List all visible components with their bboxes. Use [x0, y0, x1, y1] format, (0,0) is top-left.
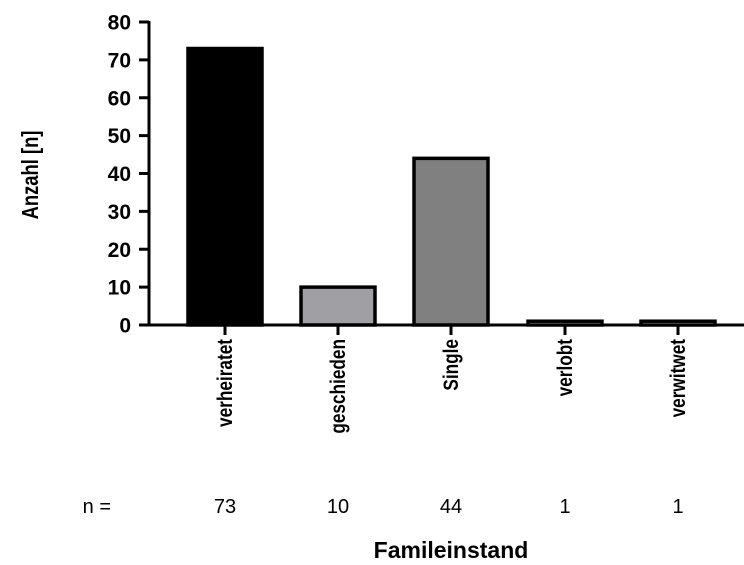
x-axis-ticks — [223, 325, 680, 335]
n-value: 1 — [559, 496, 570, 518]
n-row: n = 73 10 44 1 1 — [83, 496, 684, 518]
bars — [186, 46, 717, 327]
y-tick-label: 10 — [108, 277, 131, 300]
category-label: Single — [441, 339, 464, 391]
y-tick-label: 20 — [108, 239, 131, 262]
bar-verheiratet — [186, 46, 264, 327]
n-value: 73 — [214, 496, 236, 518]
n-value: 10 — [327, 496, 349, 518]
n-value: 1 — [672, 496, 683, 518]
y-axis-title: Anzahl [n] — [18, 131, 43, 220]
y-tick-label: 0 — [119, 315, 131, 338]
n-value: 44 — [440, 496, 462, 518]
y-tick-label: 80 — [108, 12, 131, 35]
y-axis-ticks: 0 10 20 30 40 50 60 70 80 — [108, 12, 149, 338]
y-tick-label: 70 — [108, 49, 131, 72]
y-tick-label: 60 — [108, 87, 131, 110]
y-tick-label: 40 — [108, 163, 131, 186]
bar-Single — [412, 156, 490, 327]
y-tick-label: 50 — [108, 125, 131, 148]
category-label: verlobt — [555, 338, 578, 396]
category-label: verheiratet — [215, 338, 238, 427]
category-label: verwitwet — [668, 338, 691, 417]
n-row-label: n = — [83, 496, 111, 518]
category-label: geschieden — [328, 339, 351, 434]
y-tick-label: 30 — [108, 201, 131, 224]
bar-geschieden — [299, 285, 377, 327]
x-axis-title: Famileinstand — [374, 537, 529, 563]
category-labels: verheiratet geschieden Single verlobt verwit… — [215, 338, 691, 433]
